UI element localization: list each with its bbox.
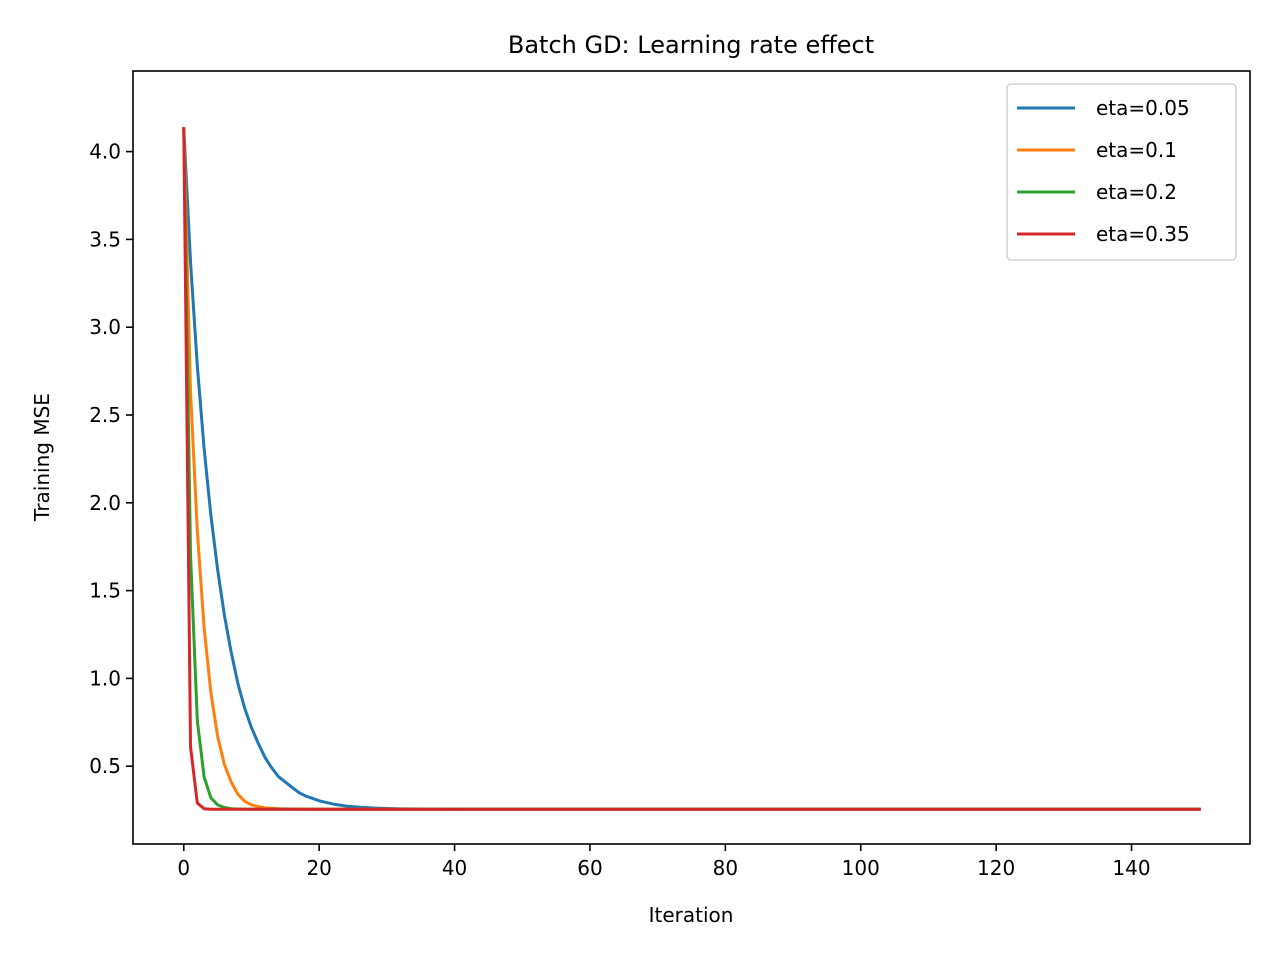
series-layer xyxy=(182,127,1201,811)
x-tick-label: 140 xyxy=(1112,856,1150,880)
plot-frame xyxy=(132,70,1251,845)
y-tick-label: 3.5 xyxy=(89,227,121,251)
x-tick-label: 40 xyxy=(442,856,467,880)
y-tick-label: 2.5 xyxy=(89,403,121,427)
y-tick-label: 1.0 xyxy=(89,666,121,690)
legend-label: eta=0.35 xyxy=(1096,222,1190,246)
x-tick-label: 20 xyxy=(306,856,331,880)
series-line-3 xyxy=(182,127,1201,811)
legend: eta=0.05 eta=0.1 eta=0.2 eta=0.35 xyxy=(1006,83,1237,261)
y-tick-label: 1.5 xyxy=(89,579,121,603)
x-tick-label: 100 xyxy=(842,856,880,880)
y-axis-label: Training MSE xyxy=(30,393,54,522)
chart-title: Batch GD: Learning rate effect xyxy=(508,31,874,59)
legend-box xyxy=(1006,83,1237,261)
legend-label: eta=0.1 xyxy=(1096,138,1177,162)
legend-label: eta=0.05 xyxy=(1096,96,1190,120)
legend-items: eta=0.05 eta=0.1 eta=0.2 eta=0.35 xyxy=(1017,96,1190,246)
x-axis-label: Iteration xyxy=(649,903,734,927)
y-tick-label: 3.0 xyxy=(89,315,121,339)
y-axis: 0.5 1.0 1.5 2.0 2.5 3.0 3.5 4.0 xyxy=(89,140,133,778)
y-tick-label: 0.5 xyxy=(89,754,121,778)
y-tick-label: 2.0 xyxy=(89,491,121,515)
x-tick-label: 80 xyxy=(713,856,738,880)
x-tick-label: 0 xyxy=(177,856,190,880)
x-tick-label: 60 xyxy=(577,856,602,880)
x-tick-label: 120 xyxy=(977,856,1015,880)
legend-label: eta=0.2 xyxy=(1096,180,1177,204)
x-axis: 0 20 40 60 80 100 120 140 xyxy=(177,844,1151,880)
y-tick-label: 4.0 xyxy=(89,140,121,164)
